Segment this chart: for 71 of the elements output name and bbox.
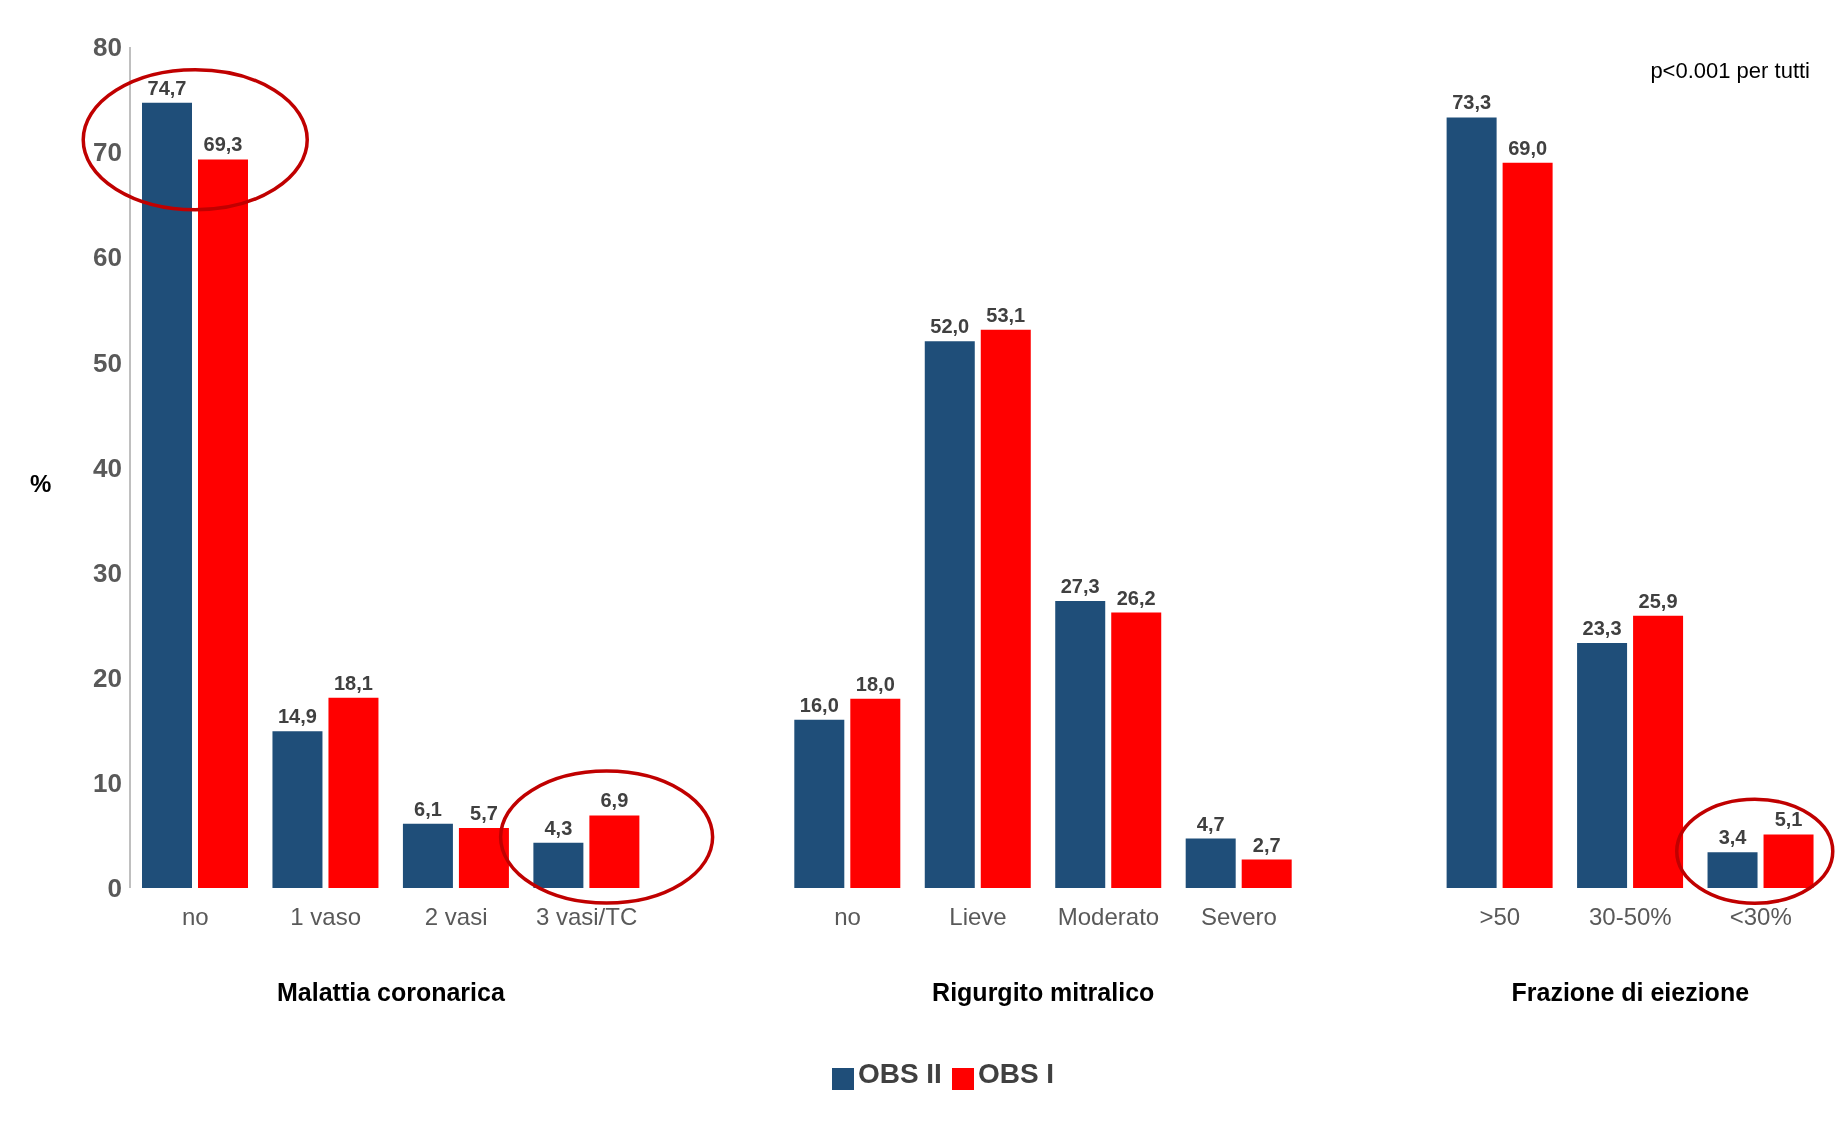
- data-label: 26,2: [1116, 586, 1156, 609]
- x-tick-label: >50: [1479, 903, 1521, 931]
- x-tick-label: 2 vasi: [424, 903, 488, 931]
- x-tick-label: Lieve: [949, 903, 1007, 931]
- text: Malattia coronarica: [276, 978, 506, 1007]
- bar: [1763, 834, 1814, 888]
- data-label: 27,3: [1060, 575, 1100, 598]
- legend-label: OBS II: [857, 1058, 942, 1089]
- bar: [142, 102, 192, 888]
- x-tick-label: 3 vasi/TC: [535, 903, 638, 931]
- data-label: 52,0: [930, 315, 970, 338]
- bar: [1446, 117, 1497, 888]
- data-label: 53,1: [986, 303, 1026, 326]
- bar: [1241, 859, 1292, 888]
- y-tick-label: 40: [93, 452, 122, 483]
- bar: [589, 815, 640, 888]
- y-tick-label: 20: [93, 662, 122, 693]
- bar: [328, 697, 379, 888]
- bar: [850, 698, 901, 888]
- y-tick-label: 50: [93, 347, 122, 378]
- x-tick-label: Severo: [1200, 903, 1277, 931]
- data-label: 5,7: [470, 802, 498, 825]
- data-label: 69,3: [203, 133, 243, 156]
- bar: [458, 828, 509, 888]
- x-tick-label: 1 vaso: [290, 903, 362, 931]
- bar: [1055, 601, 1106, 888]
- text: Rigurgito mitralico: [931, 978, 1156, 1007]
- y-tick-label: 0: [107, 873, 122, 904]
- y-tick-label: 70: [93, 137, 122, 168]
- bar: [198, 159, 248, 888]
- data-label: 73,3: [1452, 91, 1492, 114]
- x-tick-label: Moderato: [1057, 903, 1160, 931]
- data-label: 4,7: [1196, 812, 1225, 835]
- data-label: 74,7: [147, 76, 187, 99]
- bar: [533, 842, 584, 888]
- x-tick-label: <30%: [1729, 903, 1792, 931]
- bar: [1577, 643, 1628, 888]
- bar: [1707, 852, 1758, 888]
- data-label: 3,4: [1718, 826, 1748, 849]
- bar: [1502, 162, 1553, 888]
- data-label: 23,3: [1582, 617, 1622, 640]
- bar: [794, 719, 845, 888]
- data-label: 16,0: [799, 693, 839, 716]
- bar: [402, 823, 453, 888]
- y-tick-label: 80: [93, 32, 122, 63]
- data-label: 25,9: [1638, 589, 1678, 612]
- bar: [1185, 838, 1236, 888]
- annotation: p<0.001 per tutti: [1650, 58, 1810, 84]
- data-label: 69,0: [1508, 136, 1548, 159]
- data-label: 18,1: [333, 671, 373, 694]
- data-label: 18,0: [855, 672, 895, 695]
- x-tick-label: no: [834, 903, 861, 931]
- legend-label: OBS I: [977, 1058, 1055, 1089]
- data-label: 2,7: [1252, 833, 1281, 856]
- text: Frazione di eiezione: [1510, 978, 1751, 1007]
- bar: [1633, 615, 1684, 888]
- y-tick-label: 60: [93, 242, 122, 273]
- bar: [980, 329, 1031, 888]
- bar: [272, 731, 323, 888]
- x-tick-label: 30-50%: [1588, 903, 1672, 931]
- y-tick-label: 10: [93, 768, 122, 799]
- data-label: 6,1: [414, 797, 442, 820]
- y-axis-title: %: [30, 469, 52, 498]
- data-label: 14,9: [277, 705, 317, 728]
- data-label: 6,9: [600, 789, 629, 812]
- x-tick-label: no: [181, 903, 209, 931]
- bar: [1111, 612, 1162, 888]
- data-label: 5,1: [1774, 808, 1803, 831]
- data-label: 4,3: [544, 816, 573, 839]
- y-tick-label: 30: [93, 557, 122, 588]
- bar: [924, 341, 975, 888]
